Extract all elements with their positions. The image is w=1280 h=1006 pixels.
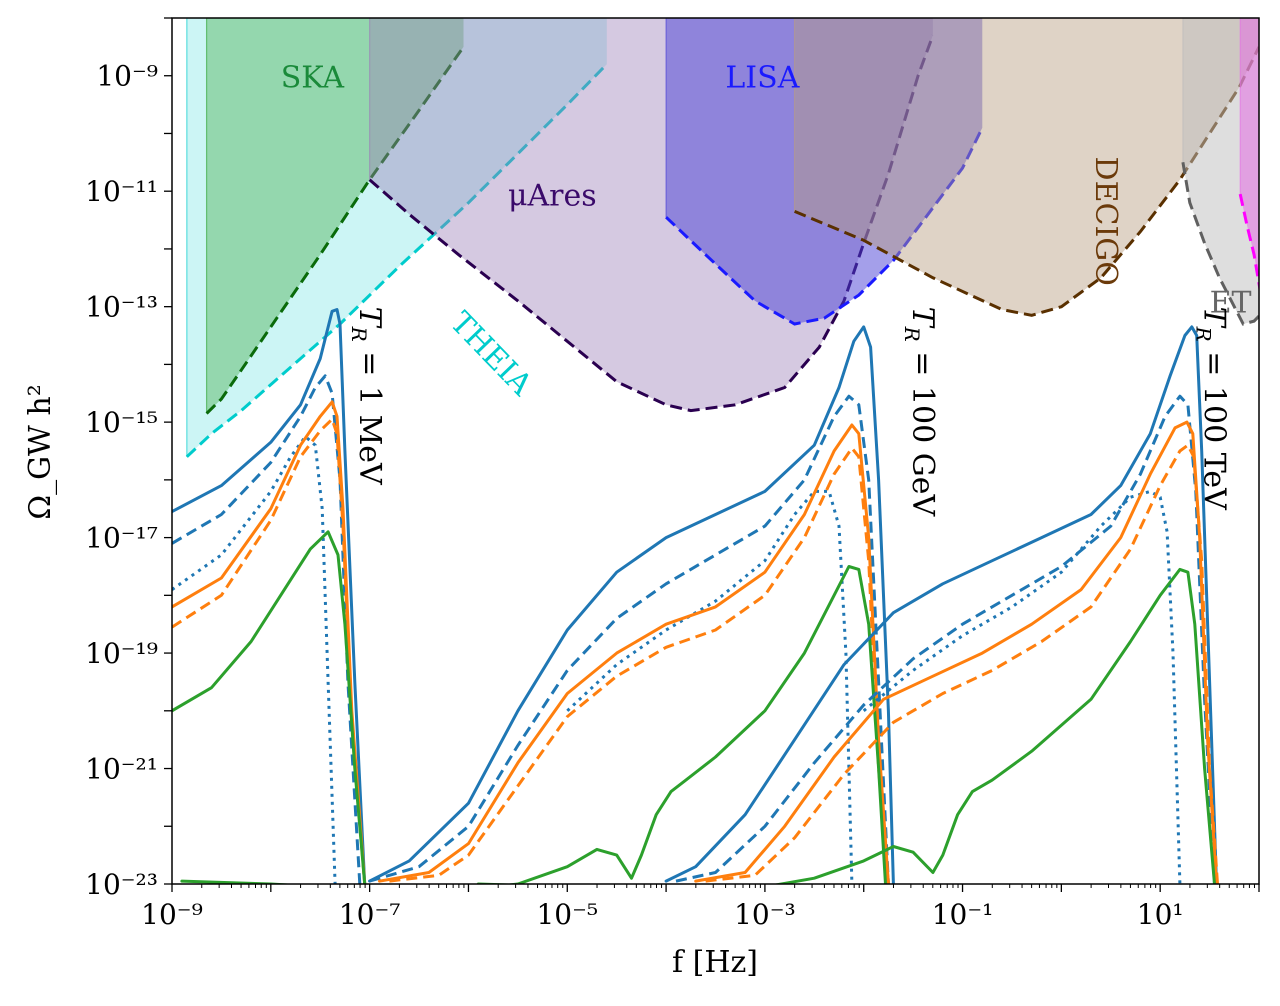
detector-label-et: ET: [1210, 285, 1252, 320]
detector-curve-muares: [368, 34, 935, 413]
detector-region-theia: [186, 18, 607, 457]
detector-curve-ska: [205, 46, 465, 415]
detector-region-lisa: [666, 18, 983, 324]
reheat-temperature-label-1: TR = 1 MeV: [347, 307, 387, 486]
detector-region-et: [1182, 18, 1259, 324]
x-tick-label: 10⁻¹: [932, 898, 994, 931]
series-line-100TeV-blue-dotted: [862, 489, 1182, 884]
detector-curve-et: [1181, 162, 1259, 326]
detector-region-ska: [206, 18, 464, 414]
x-tick-label: 10⁻³: [734, 898, 796, 931]
y-tick-label: 10⁻¹⁷: [85, 522, 158, 555]
x-tick-label: 10⁻⁵: [536, 898, 598, 931]
y-tick-label: 10⁻¹³: [85, 291, 158, 324]
detector-label-lisa: LISA: [725, 60, 799, 95]
reheat-temperature-label-3: TR = 100 TeV: [1192, 307, 1232, 512]
y-axis-label: Ω_GW h²: [23, 384, 58, 520]
series-line-100GeV-green-solid: [180, 565, 887, 884]
plot-frame: [171, 17, 1260, 885]
detector-curve-decigo: [794, 46, 1259, 317]
x-tick-label: 10¹: [1137, 898, 1184, 931]
x-tick-label: 10⁻⁷: [339, 898, 401, 931]
x-axis-label: f [Hz]: [672, 945, 758, 980]
y-tick-label: 10⁻¹¹: [85, 175, 158, 208]
series-line-1MeV-blue-dashed: [172, 374, 362, 884]
detector-label-theia: THEIA: [443, 305, 539, 403]
series-line-100GeV-blue-dotted: [566, 489, 854, 884]
series-line-1MeV-blue-dotted: [172, 435, 337, 884]
reheat-temperature-label-2: TR = 100 GeV: [900, 307, 940, 518]
detector-label-muares: μAres: [508, 179, 597, 214]
series-line-100TeV-blue-dashed: [675, 394, 1216, 884]
series-line-100GeV-orange-solid: [378, 423, 890, 884]
y-tick-label: 10⁻⁹: [96, 60, 158, 93]
series-line-100TeV-blue-solid: [664, 325, 1218, 884]
series-line-100TeV-orange-dashed: [705, 443, 1219, 884]
series-line-1MeV-orange-solid: [172, 400, 367, 884]
x-tick-label: 10⁻⁹: [141, 898, 203, 931]
detector-label-decigo: DECIGO: [1088, 157, 1123, 286]
series-line-1MeV-orange-dashed: [172, 417, 367, 884]
y-tick-label: 10⁻²¹: [85, 753, 158, 786]
y-tick-label: 10⁻¹⁵: [85, 406, 158, 439]
detector-region-ce: [1240, 18, 1259, 284]
series-line-100GeV-orange-dashed: [389, 446, 890, 884]
series-line-1MeV-blue-solid: [172, 308, 367, 884]
y-tick-label: 10⁻¹⁹: [85, 637, 158, 670]
y-tick-label: 10⁻²³: [85, 868, 158, 901]
series-line-1MeV-green-solid: [172, 530, 367, 884]
series-line-100TeV-green-solid: [476, 567, 1216, 884]
series-line-100GeV-blue-solid: [368, 325, 895, 884]
detector-region-decigo: [794, 18, 1259, 316]
detector-label-ska: SKA: [281, 60, 345, 95]
series-line-100GeV-blue-dashed: [369, 394, 890, 884]
detector-curve-lisa: [665, 127, 984, 326]
